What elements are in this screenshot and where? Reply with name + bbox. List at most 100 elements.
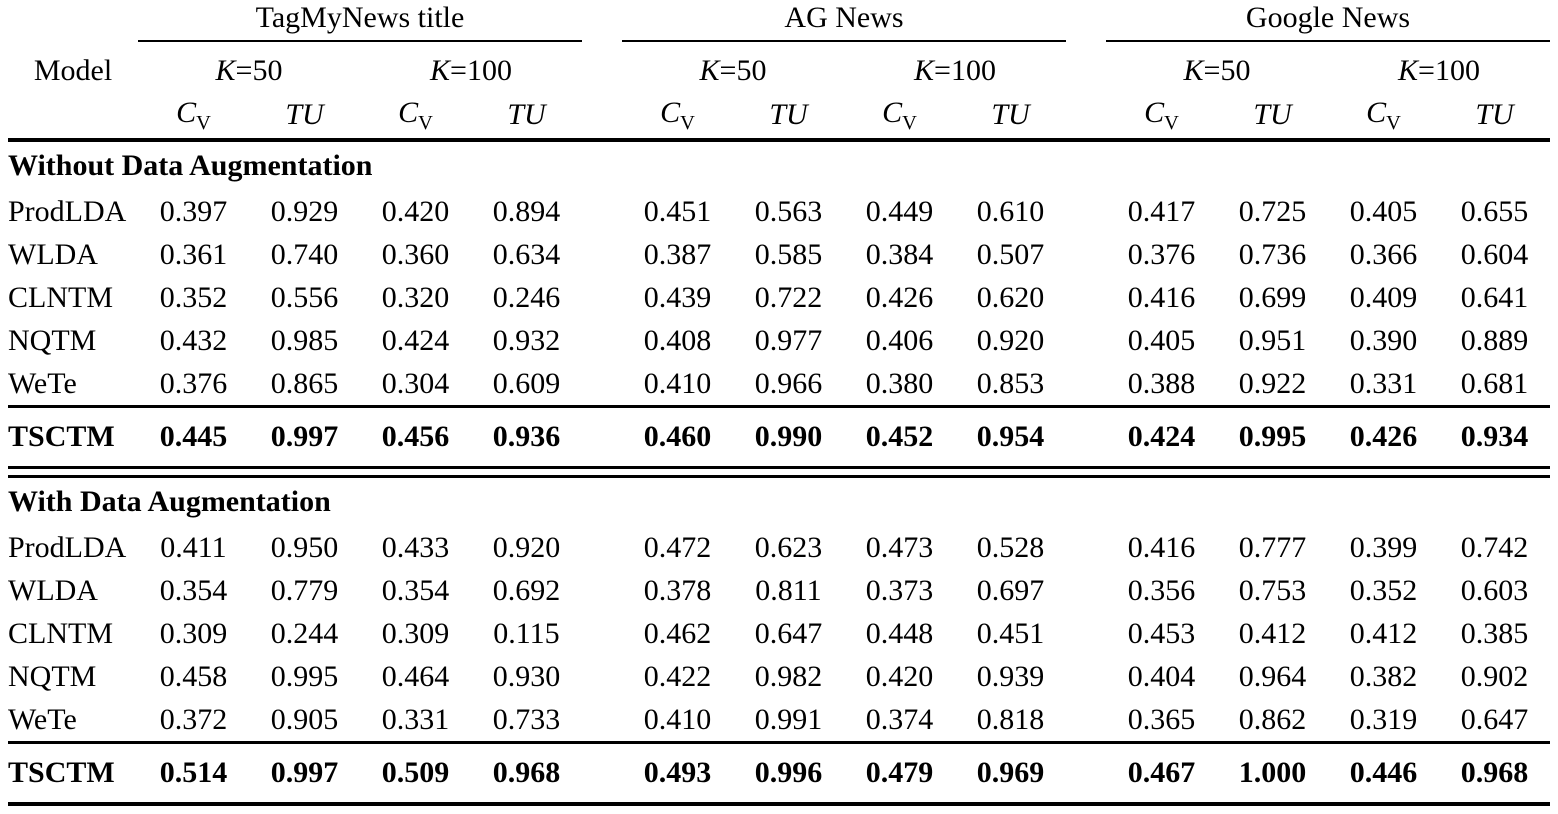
- tu-header: TU: [1475, 98, 1514, 131]
- metric-value: 0.424: [1127, 420, 1196, 453]
- metric-value: 0.620: [976, 280, 1045, 314]
- metric-value: 0.378: [643, 573, 712, 607]
- dataset-header-row: TagMyNews title AG News Google News: [8, 0, 1550, 42]
- metric-value: 0.902: [1460, 659, 1529, 693]
- model-name: ProdLDA: [8, 530, 127, 564]
- metric-value: 0.366: [1349, 237, 1418, 271]
- metric-value: 0.692: [492, 573, 561, 607]
- metric-value: 0.930: [492, 659, 561, 693]
- k100-header-agnews: K=100: [914, 54, 996, 87]
- k50-header-tagmynews: K=50: [215, 54, 283, 87]
- metric-value: 0.736: [1238, 237, 1307, 271]
- metric-value: 0.406: [865, 323, 934, 357]
- metric-value: 0.905: [270, 702, 339, 736]
- table-row: ProdLDA 0.411 0.950 0.433 0.920 0.472 0.623 0.4…: [8, 526, 1550, 569]
- metric-value: 0.950: [270, 530, 339, 564]
- metric-value: 0.623: [754, 530, 823, 564]
- metric-value: 0.388: [1127, 366, 1196, 400]
- metric-value: 0.352: [1349, 573, 1418, 607]
- group-gap: [582, 0, 622, 42]
- metric-value: 0.603: [1460, 573, 1529, 607]
- metric-value: 0.934: [1460, 420, 1529, 453]
- metric-value: 0.390: [1349, 323, 1418, 357]
- metric-value: 0.740: [270, 237, 339, 271]
- metric-value: 0.556: [270, 280, 339, 314]
- dataset-label: Google News: [1245, 1, 1411, 34]
- cv-header: CV: [1366, 95, 1401, 134]
- metric-value: 0.382: [1349, 659, 1418, 693]
- metric-value: 0.331: [381, 702, 450, 736]
- metric-value: 0.451: [976, 616, 1045, 650]
- metric-value: 0.818: [976, 702, 1045, 736]
- table-row: NQTM 0.458 0.995 0.464 0.930 0.422 0.982 0.420 0…: [8, 655, 1550, 698]
- metric-value: 0.982: [754, 659, 823, 693]
- metric-value: 0.777: [1238, 530, 1307, 564]
- model-name: TSCTM: [8, 420, 115, 453]
- section-title: With Data Augmentation: [8, 485, 331, 518]
- metric-value: 0.932: [492, 323, 561, 357]
- metric-value: 0.320: [381, 280, 450, 314]
- metric-value: 0.115: [493, 616, 560, 650]
- metric-value: 0.647: [754, 616, 823, 650]
- metric-value: 0.373: [865, 573, 934, 607]
- metric-value: 0.725: [1238, 194, 1307, 228]
- metric-value: 0.647: [1460, 702, 1529, 736]
- metric-value: 0.977: [754, 323, 823, 357]
- metric-value: 0.404: [1127, 659, 1196, 693]
- metric-value: 0.811: [755, 573, 822, 607]
- metric-value: 0.920: [492, 530, 561, 564]
- metric-value: 0.894: [492, 194, 561, 228]
- metric-value: 0.319: [1349, 702, 1418, 736]
- metric-value: 0.966: [754, 366, 823, 400]
- metric-value: 0.453: [1127, 616, 1196, 650]
- metric-value: 0.968: [492, 756, 561, 789]
- metric-value: 0.449: [865, 194, 934, 228]
- metric-value: 0.634: [492, 237, 561, 271]
- metric-value: 0.514: [159, 756, 228, 789]
- metric-value: 0.439: [643, 280, 712, 314]
- double-divider: [8, 466, 1550, 478]
- metric-value: 0.417: [1127, 194, 1196, 228]
- metric-value: 0.376: [159, 366, 228, 400]
- metric-value: 0.936: [492, 420, 561, 453]
- metric-value: 0.995: [270, 659, 339, 693]
- table-row: ProdLDA 0.397 0.929 0.420 0.894 0.451 0.563 0.4…: [8, 190, 1550, 233]
- table-row: NQTM 0.432 0.985 0.424 0.932 0.408 0.977 0.406 0…: [8, 319, 1550, 362]
- cv-header: CV: [1144, 95, 1179, 134]
- metric-value: 0.432: [159, 323, 228, 357]
- dataset-header-tagmynews: TagMyNews title: [138, 0, 582, 42]
- metric-value: 0.460: [643, 420, 712, 453]
- metric-value: 0.742: [1460, 530, 1529, 564]
- metric-value: 0.922: [1238, 366, 1307, 400]
- model-name: WeTe: [8, 366, 77, 400]
- metric-value: 0.889: [1460, 323, 1529, 357]
- header-rule: [8, 138, 1550, 142]
- dataset-label: TagMyNews title: [255, 1, 465, 34]
- metric-value: 0.862: [1238, 702, 1307, 736]
- metric-value: 0.408: [643, 323, 712, 357]
- metric-value: 0.374: [865, 702, 934, 736]
- metric-value: 0.309: [381, 616, 450, 650]
- metric-value: 0.446: [1349, 756, 1418, 789]
- table-row: WLDA 0.361 0.740 0.360 0.634 0.387 0.585 0.384 0…: [8, 233, 1550, 276]
- dataset-header-googlenews: Google News: [1106, 0, 1550, 42]
- table-row: CLNTM 0.352 0.556 0.320 0.246 0.439 0.722 0.426…: [8, 276, 1550, 319]
- metric-value: 0.563: [754, 194, 823, 228]
- metric-value: 0.464: [381, 659, 450, 693]
- metric-value: 0.462: [643, 616, 712, 650]
- metric-value: 0.387: [643, 237, 712, 271]
- metric-value: 0.493: [643, 756, 712, 789]
- metric-value: 0.722: [754, 280, 823, 314]
- dataset-label: AG News: [784, 1, 904, 34]
- metric-value: 0.472: [643, 530, 712, 564]
- metric-value: 0.681: [1460, 366, 1529, 400]
- metric-value: 0.585: [754, 237, 823, 271]
- metric-value: 0.426: [865, 280, 934, 314]
- metric-value: 0.397: [159, 194, 228, 228]
- metric-value: 0.479: [865, 756, 934, 789]
- metric-value: 0.309: [159, 616, 228, 650]
- metric-value: 0.412: [1238, 616, 1307, 650]
- metric-value: 0.361: [159, 237, 228, 271]
- metric-value: 0.416: [1127, 530, 1196, 564]
- tu-header: TU: [991, 98, 1030, 131]
